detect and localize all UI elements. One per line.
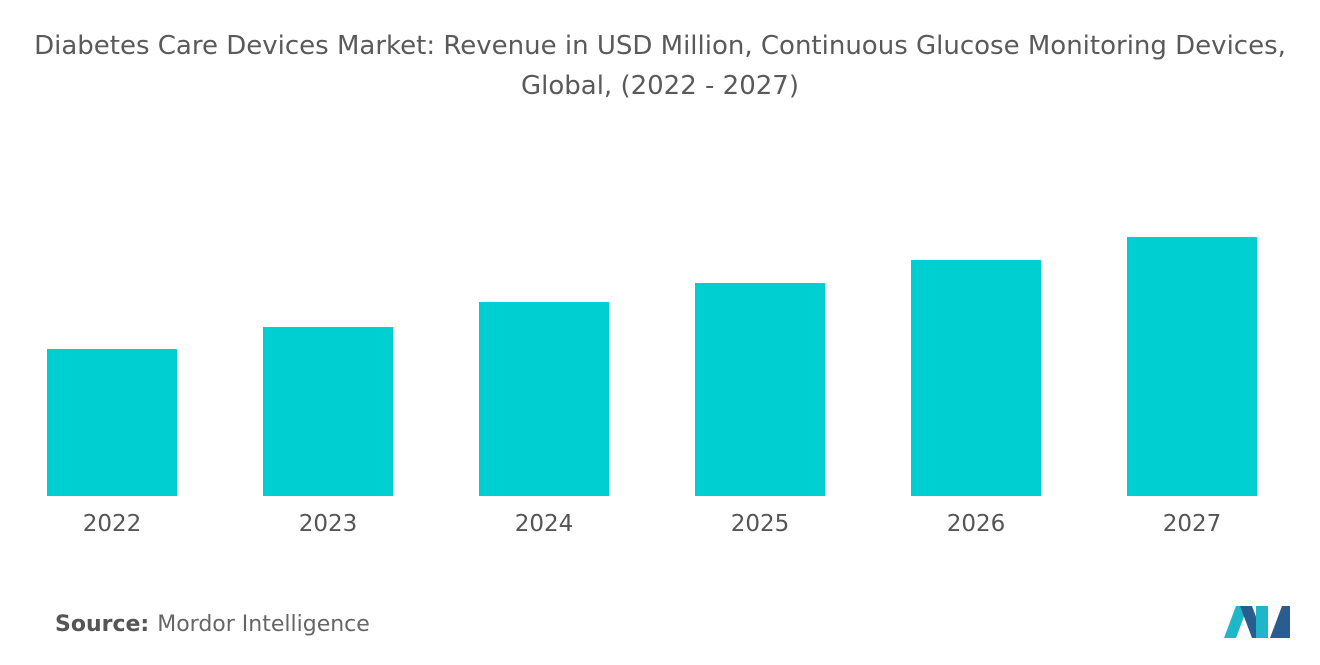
x-tick-label: 2025 bbox=[731, 511, 790, 537]
x-tick-label: 2022 bbox=[83, 511, 142, 537]
logo bbox=[1224, 606, 1290, 638]
bar bbox=[911, 260, 1041, 496]
bar bbox=[695, 283, 825, 496]
bar bbox=[263, 327, 393, 496]
bar bbox=[479, 302, 609, 496]
bar bbox=[47, 349, 177, 496]
x-tick-label: 2026 bbox=[947, 511, 1006, 537]
bar bbox=[1127, 237, 1257, 496]
x-tick-label: 2023 bbox=[299, 511, 358, 537]
source-text: Mordor Intelligence bbox=[157, 612, 370, 637]
x-tick-label: 2027 bbox=[1163, 511, 1222, 537]
chart-title: Diabetes Care Devices Market: Revenue in… bbox=[34, 31, 1286, 101]
source: Source: Mordor Intelligence bbox=[55, 612, 370, 637]
source-label: Source: bbox=[55, 612, 150, 637]
x-tick-label: 2024 bbox=[515, 511, 574, 537]
